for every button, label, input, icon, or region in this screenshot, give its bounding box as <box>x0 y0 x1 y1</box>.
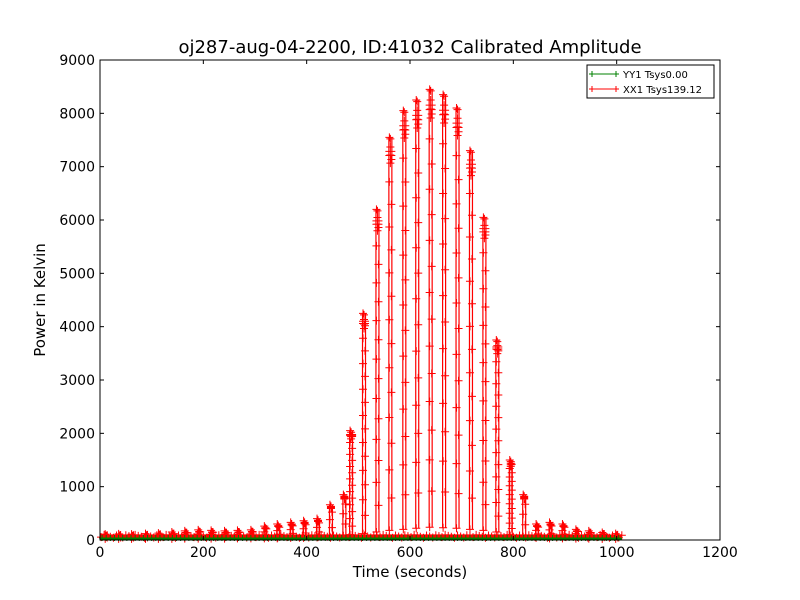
series-layer <box>97 85 626 543</box>
xx1-spike <box>452 104 463 533</box>
xx1-spike <box>584 526 595 543</box>
x-tick-label: 200 <box>190 545 217 561</box>
y-tick-label: 8000 <box>59 106 95 122</box>
y-tick-label: 9000 <box>59 53 95 69</box>
x-tick-label: 0 <box>96 545 105 561</box>
y-tick-label: 2000 <box>59 426 95 442</box>
y-tick-label: 4000 <box>59 320 95 336</box>
xx1-spike <box>346 426 357 539</box>
y-tick-label: 5000 <box>59 266 95 282</box>
xx1-spike <box>425 85 436 532</box>
xx1-spike <box>194 525 205 543</box>
xx1-spike <box>385 133 396 535</box>
legend-entry-xx1: XX1 Tsys139.12 <box>589 85 702 96</box>
x-tick-label: 400 <box>293 545 320 561</box>
legend-box <box>586 64 715 99</box>
xx1-spike <box>359 309 370 538</box>
x-axis-label: Time (seconds) <box>352 563 468 581</box>
legend-entry-yy1: YY1 Tsys0.00 <box>589 70 688 81</box>
y-tick-label: 6000 <box>59 213 95 229</box>
ticks-layer: 0 200 400 600 800 1000 1200 0 1000 2000 3000 4000 50… <box>59 53 737 561</box>
xx1-spike <box>339 490 350 540</box>
xx1-spike <box>479 213 490 535</box>
chart-title: oj287-aug-04-2200, ID:41032 Calibrated A… <box>178 37 641 58</box>
xx1-spike <box>399 106 410 534</box>
legend: YY1 Tsys0.00 XX1 Tsys139.12 <box>586 64 715 99</box>
series-yy1 <box>99 535 622 541</box>
legend-label-yy1: YY1 Tsys0.00 <box>622 70 688 81</box>
yy1-markers <box>99 535 622 541</box>
xx1-spike <box>439 90 450 532</box>
xx1-spike <box>372 205 383 536</box>
legend-marker-xx1 <box>589 86 619 92</box>
xx1-spike <box>465 146 476 534</box>
xx1-spike <box>325 500 336 541</box>
y-tick-label: 3000 <box>59 373 95 389</box>
x-tick-label: 600 <box>397 545 424 561</box>
xx1-spike <box>412 96 423 533</box>
xx1-spike <box>545 518 556 543</box>
x-tick-label: 1200 <box>702 545 738 561</box>
x-tick-label: 1000 <box>599 545 635 561</box>
y-tick-label: 0 <box>86 533 95 549</box>
y-tick-label: 1000 <box>59 480 95 496</box>
x-tick-label: 800 <box>500 545 527 561</box>
xx1-spike <box>505 456 516 539</box>
xx1-spike <box>492 336 503 536</box>
y-tick-label: 7000 <box>59 160 95 176</box>
legend-label-xx1: XX1 Tsys139.12 <box>623 85 702 96</box>
legend-marker-yy1 <box>589 71 619 77</box>
series-xx1 <box>97 85 626 543</box>
y-axis-label: Power in Kelvin <box>31 243 49 357</box>
